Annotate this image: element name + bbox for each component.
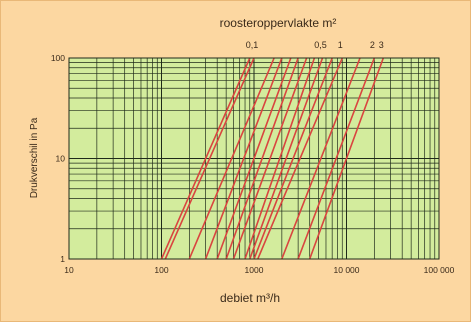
x-tick-label: 100 — [154, 265, 168, 275]
series-line-14 — [308, 57, 385, 260]
series-line-3 — [188, 57, 275, 260]
x-tick-label: 10 000 — [334, 265, 360, 275]
series-line-7 — [232, 57, 308, 260]
x-tick-labels: 10 100 1000 10 000 100 000 — [64, 265, 454, 275]
series-line-8 — [244, 57, 316, 260]
series-lines — [160, 57, 385, 260]
y-tick-labels: 1 10 100 — [51, 53, 65, 264]
area-label: 1 — [338, 40, 343, 50]
x-axis-label: debiet m³/h — [220, 291, 280, 305]
plot-border — [68, 57, 440, 260]
y-tick-label: 10 — [56, 154, 66, 164]
series-line-11 — [257, 57, 344, 260]
area-label: 0,1 — [246, 40, 259, 50]
series-line-10 — [253, 57, 333, 260]
series-line-2 — [164, 57, 255, 260]
series-line-4 — [204, 57, 283, 260]
y-axis-label: Drukverschil in Pa — [29, 117, 40, 198]
x-tick-label: 1000 — [245, 265, 264, 275]
series-line-1 — [160, 57, 251, 260]
series-line-9 — [249, 57, 324, 260]
area-labels: 0,1 0,5 1 2 3 — [246, 40, 384, 50]
y-tick-label: 100 — [51, 53, 65, 63]
series-line-5 — [216, 57, 292, 260]
x-tick-label: 10 — [64, 265, 74, 275]
y-tick-label: 1 — [60, 254, 65, 264]
series-line-12 — [281, 57, 361, 260]
chart-title: roosteroppervlakte m² — [220, 16, 337, 30]
x-tick-label: 100 000 — [424, 265, 455, 275]
series-line-13 — [297, 57, 376, 260]
area-label: 0,5 — [314, 40, 327, 50]
area-label: 2 — [370, 40, 375, 50]
area-label: 3 — [379, 40, 384, 50]
series-line-6 — [225, 57, 299, 260]
